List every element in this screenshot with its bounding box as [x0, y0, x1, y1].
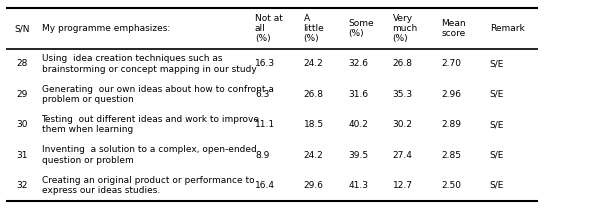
Text: 35.3: 35.3 [393, 90, 413, 99]
Text: 39.5: 39.5 [348, 150, 368, 159]
Text: 2.96: 2.96 [441, 90, 461, 99]
Text: 8.9: 8.9 [255, 150, 269, 159]
Text: 2.85: 2.85 [441, 150, 461, 159]
Text: 11.1: 11.1 [255, 120, 275, 129]
Text: 41.3: 41.3 [348, 181, 368, 190]
Text: 26.8: 26.8 [393, 59, 413, 68]
Text: 2.50: 2.50 [441, 181, 461, 190]
Text: My programme emphasizes:: My programme emphasizes: [42, 24, 170, 33]
Text: 16.3: 16.3 [255, 59, 275, 68]
Text: 30: 30 [17, 120, 28, 129]
Text: 29.6: 29.6 [304, 181, 324, 190]
Text: 16.4: 16.4 [255, 181, 275, 190]
Text: 31: 31 [17, 150, 28, 159]
Text: Very
much
(%): Very much (%) [393, 14, 418, 43]
Text: A
little
(%): A little (%) [304, 14, 324, 43]
Text: 24.2: 24.2 [304, 150, 323, 159]
Text: 27.4: 27.4 [393, 150, 413, 159]
Text: Some
(%): Some (%) [348, 19, 374, 38]
Text: Not at
all
(%): Not at all (%) [255, 14, 283, 43]
Text: Mean
score: Mean score [441, 19, 466, 38]
Text: S/E: S/E [490, 90, 504, 99]
Text: Testing  out different ideas and work to improve
them when learning: Testing out different ideas and work to … [42, 115, 260, 134]
Text: 32.6: 32.6 [348, 59, 368, 68]
Text: S/E: S/E [490, 59, 504, 68]
Text: 12.7: 12.7 [393, 181, 413, 190]
Text: 2.70: 2.70 [441, 59, 461, 68]
Text: 26.8: 26.8 [304, 90, 324, 99]
Text: 24.2: 24.2 [304, 59, 323, 68]
Text: 32: 32 [17, 181, 28, 190]
Text: Remark: Remark [490, 24, 525, 33]
Text: 31.6: 31.6 [348, 90, 368, 99]
Text: 28: 28 [17, 59, 28, 68]
Text: Using  idea creation techniques such as
brainstorming or concept mapping in our : Using idea creation techniques such as b… [42, 54, 256, 74]
Text: 2.89: 2.89 [441, 120, 461, 129]
Text: 18.5: 18.5 [304, 120, 324, 129]
Text: S/N: S/N [14, 24, 30, 33]
Text: Generating  our own ideas about how to confront a
problem or question: Generating our own ideas about how to co… [42, 85, 273, 104]
Text: Inventing  a solution to a complex, open-ended
question or problem: Inventing a solution to a complex, open-… [42, 145, 256, 165]
Text: 29: 29 [17, 90, 28, 99]
Text: S/E: S/E [490, 150, 504, 159]
Text: 40.2: 40.2 [348, 120, 368, 129]
Text: Creating an original product or performance to
express our ideas studies.: Creating an original product or performa… [42, 176, 254, 195]
Text: 30.2: 30.2 [393, 120, 413, 129]
Text: S/E: S/E [490, 120, 504, 129]
Text: 6.3: 6.3 [255, 90, 269, 99]
Text: S/E: S/E [490, 181, 504, 190]
